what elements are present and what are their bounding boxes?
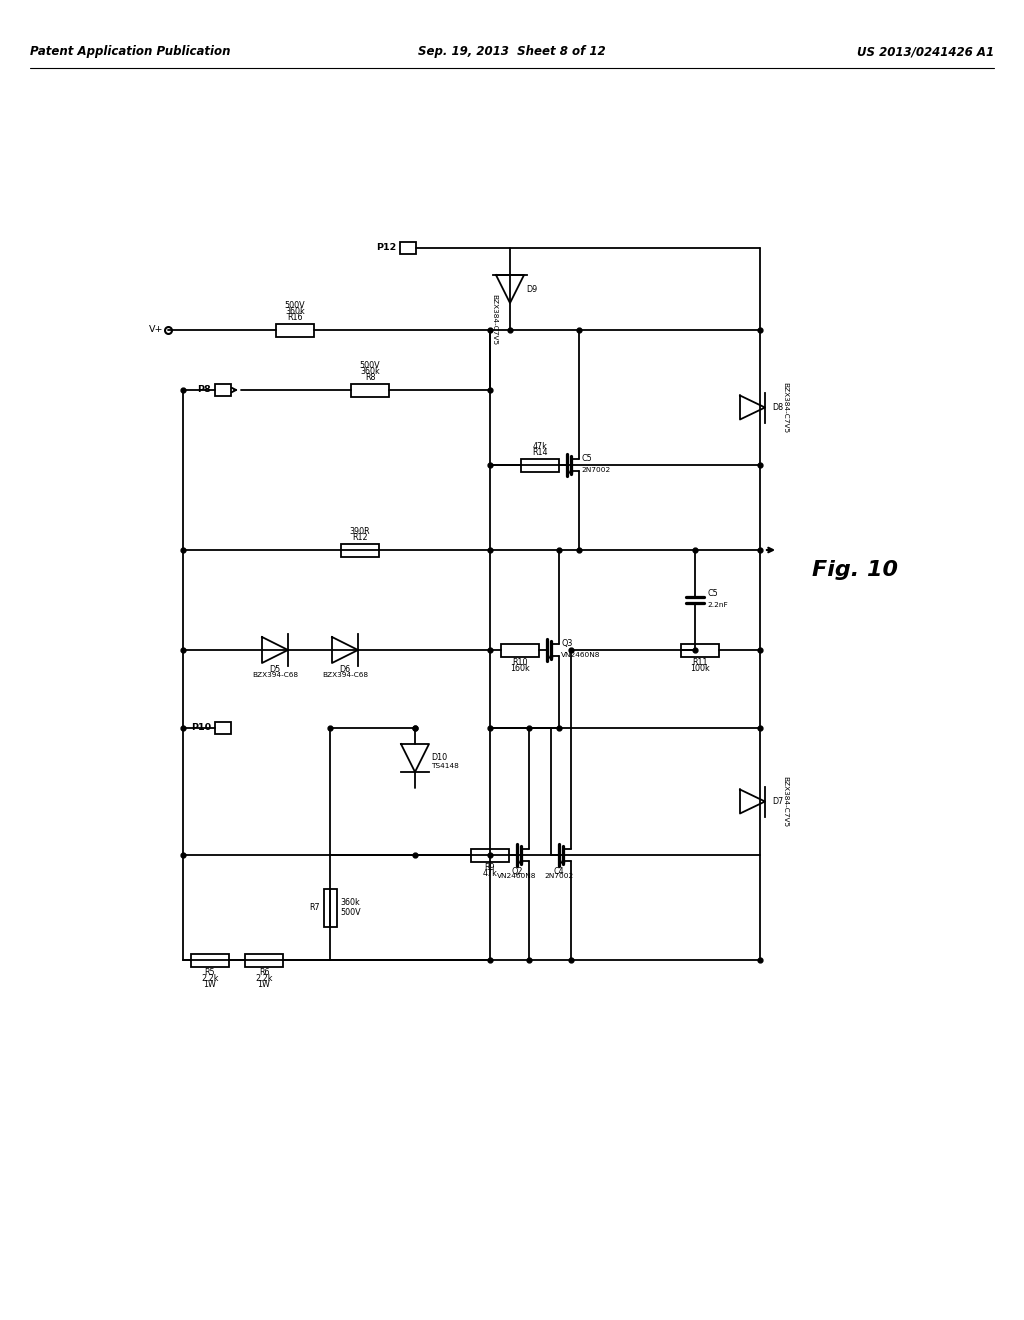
Text: BZX384-C7V5: BZX384-C7V5 [782,381,788,433]
Text: R11: R11 [692,657,708,667]
Text: 2.2nF: 2.2nF [707,602,728,609]
Text: P8: P8 [198,385,211,395]
Text: R14: R14 [532,447,548,457]
Text: Patent Application Publication: Patent Application Publication [30,45,230,58]
Bar [245,953,283,966]
Text: 1W: 1W [204,979,216,989]
Text: D5: D5 [269,665,281,675]
Text: 360k: 360k [360,367,380,376]
Text: TS4148: TS4148 [431,763,459,770]
Bar [324,888,337,927]
Text: D10: D10 [431,754,447,763]
Text: C5: C5 [581,454,592,463]
Text: Fig. 10: Fig. 10 [812,560,898,579]
Text: 360k: 360k [285,308,305,315]
Bar [351,384,389,396]
Text: VN2460N8: VN2460N8 [561,652,600,657]
Bar [215,722,231,734]
Text: 500V: 500V [359,360,380,370]
Text: BZX394-C68: BZX394-C68 [322,672,368,678]
Bar [501,644,539,656]
Text: Q2: Q2 [511,867,522,876]
Text: Q3: Q3 [561,639,572,648]
Text: D8: D8 [772,403,783,412]
Text: 2.2k: 2.2k [255,974,272,983]
Text: 47k: 47k [532,442,548,451]
Text: V+: V+ [148,326,163,334]
Text: 160k: 160k [510,664,529,673]
Text: BZX394-C68: BZX394-C68 [252,672,298,678]
Text: R10: R10 [512,657,527,667]
Bar [215,384,231,396]
Text: 2.2k: 2.2k [202,974,219,983]
Text: R12: R12 [352,533,368,543]
Text: D7: D7 [772,797,783,807]
Bar [276,323,314,337]
Text: R7: R7 [309,903,319,912]
Text: 390R: 390R [349,527,371,536]
Text: D9: D9 [526,285,538,293]
Text: 2N7002: 2N7002 [581,467,610,473]
Text: US 2013/0241426 A1: US 2013/0241426 A1 [857,45,994,58]
Text: C4: C4 [554,867,564,876]
Text: 47k: 47k [482,869,498,878]
Bar [341,544,379,557]
Bar [191,953,229,966]
Text: 500V: 500V [340,908,360,917]
Text: 360k: 360k [340,898,359,907]
Bar [521,458,559,471]
Text: D6: D6 [339,665,350,675]
Text: 1W: 1W [258,979,270,989]
Text: P12: P12 [376,243,396,252]
Text: R9: R9 [484,863,496,873]
Text: 100k: 100k [690,664,710,673]
Text: BZX384-C7V5: BZX384-C7V5 [782,776,788,828]
Text: BZX384-C7V5: BZX384-C7V5 [490,294,497,345]
Text: R8: R8 [365,374,375,381]
Text: 2N7002: 2N7002 [545,873,573,879]
Text: C5: C5 [707,589,718,598]
Text: Sep. 19, 2013  Sheet 8 of 12: Sep. 19, 2013 Sheet 8 of 12 [418,45,606,58]
Text: VN2460N8: VN2460N8 [498,873,537,879]
Text: R5: R5 [205,968,215,977]
Bar [400,242,416,253]
Text: R16: R16 [288,313,303,322]
Bar [681,644,719,656]
Text: 500V: 500V [285,301,305,310]
Text: R6: R6 [259,968,269,977]
Text: P10: P10 [190,723,211,733]
Bar [471,849,509,862]
